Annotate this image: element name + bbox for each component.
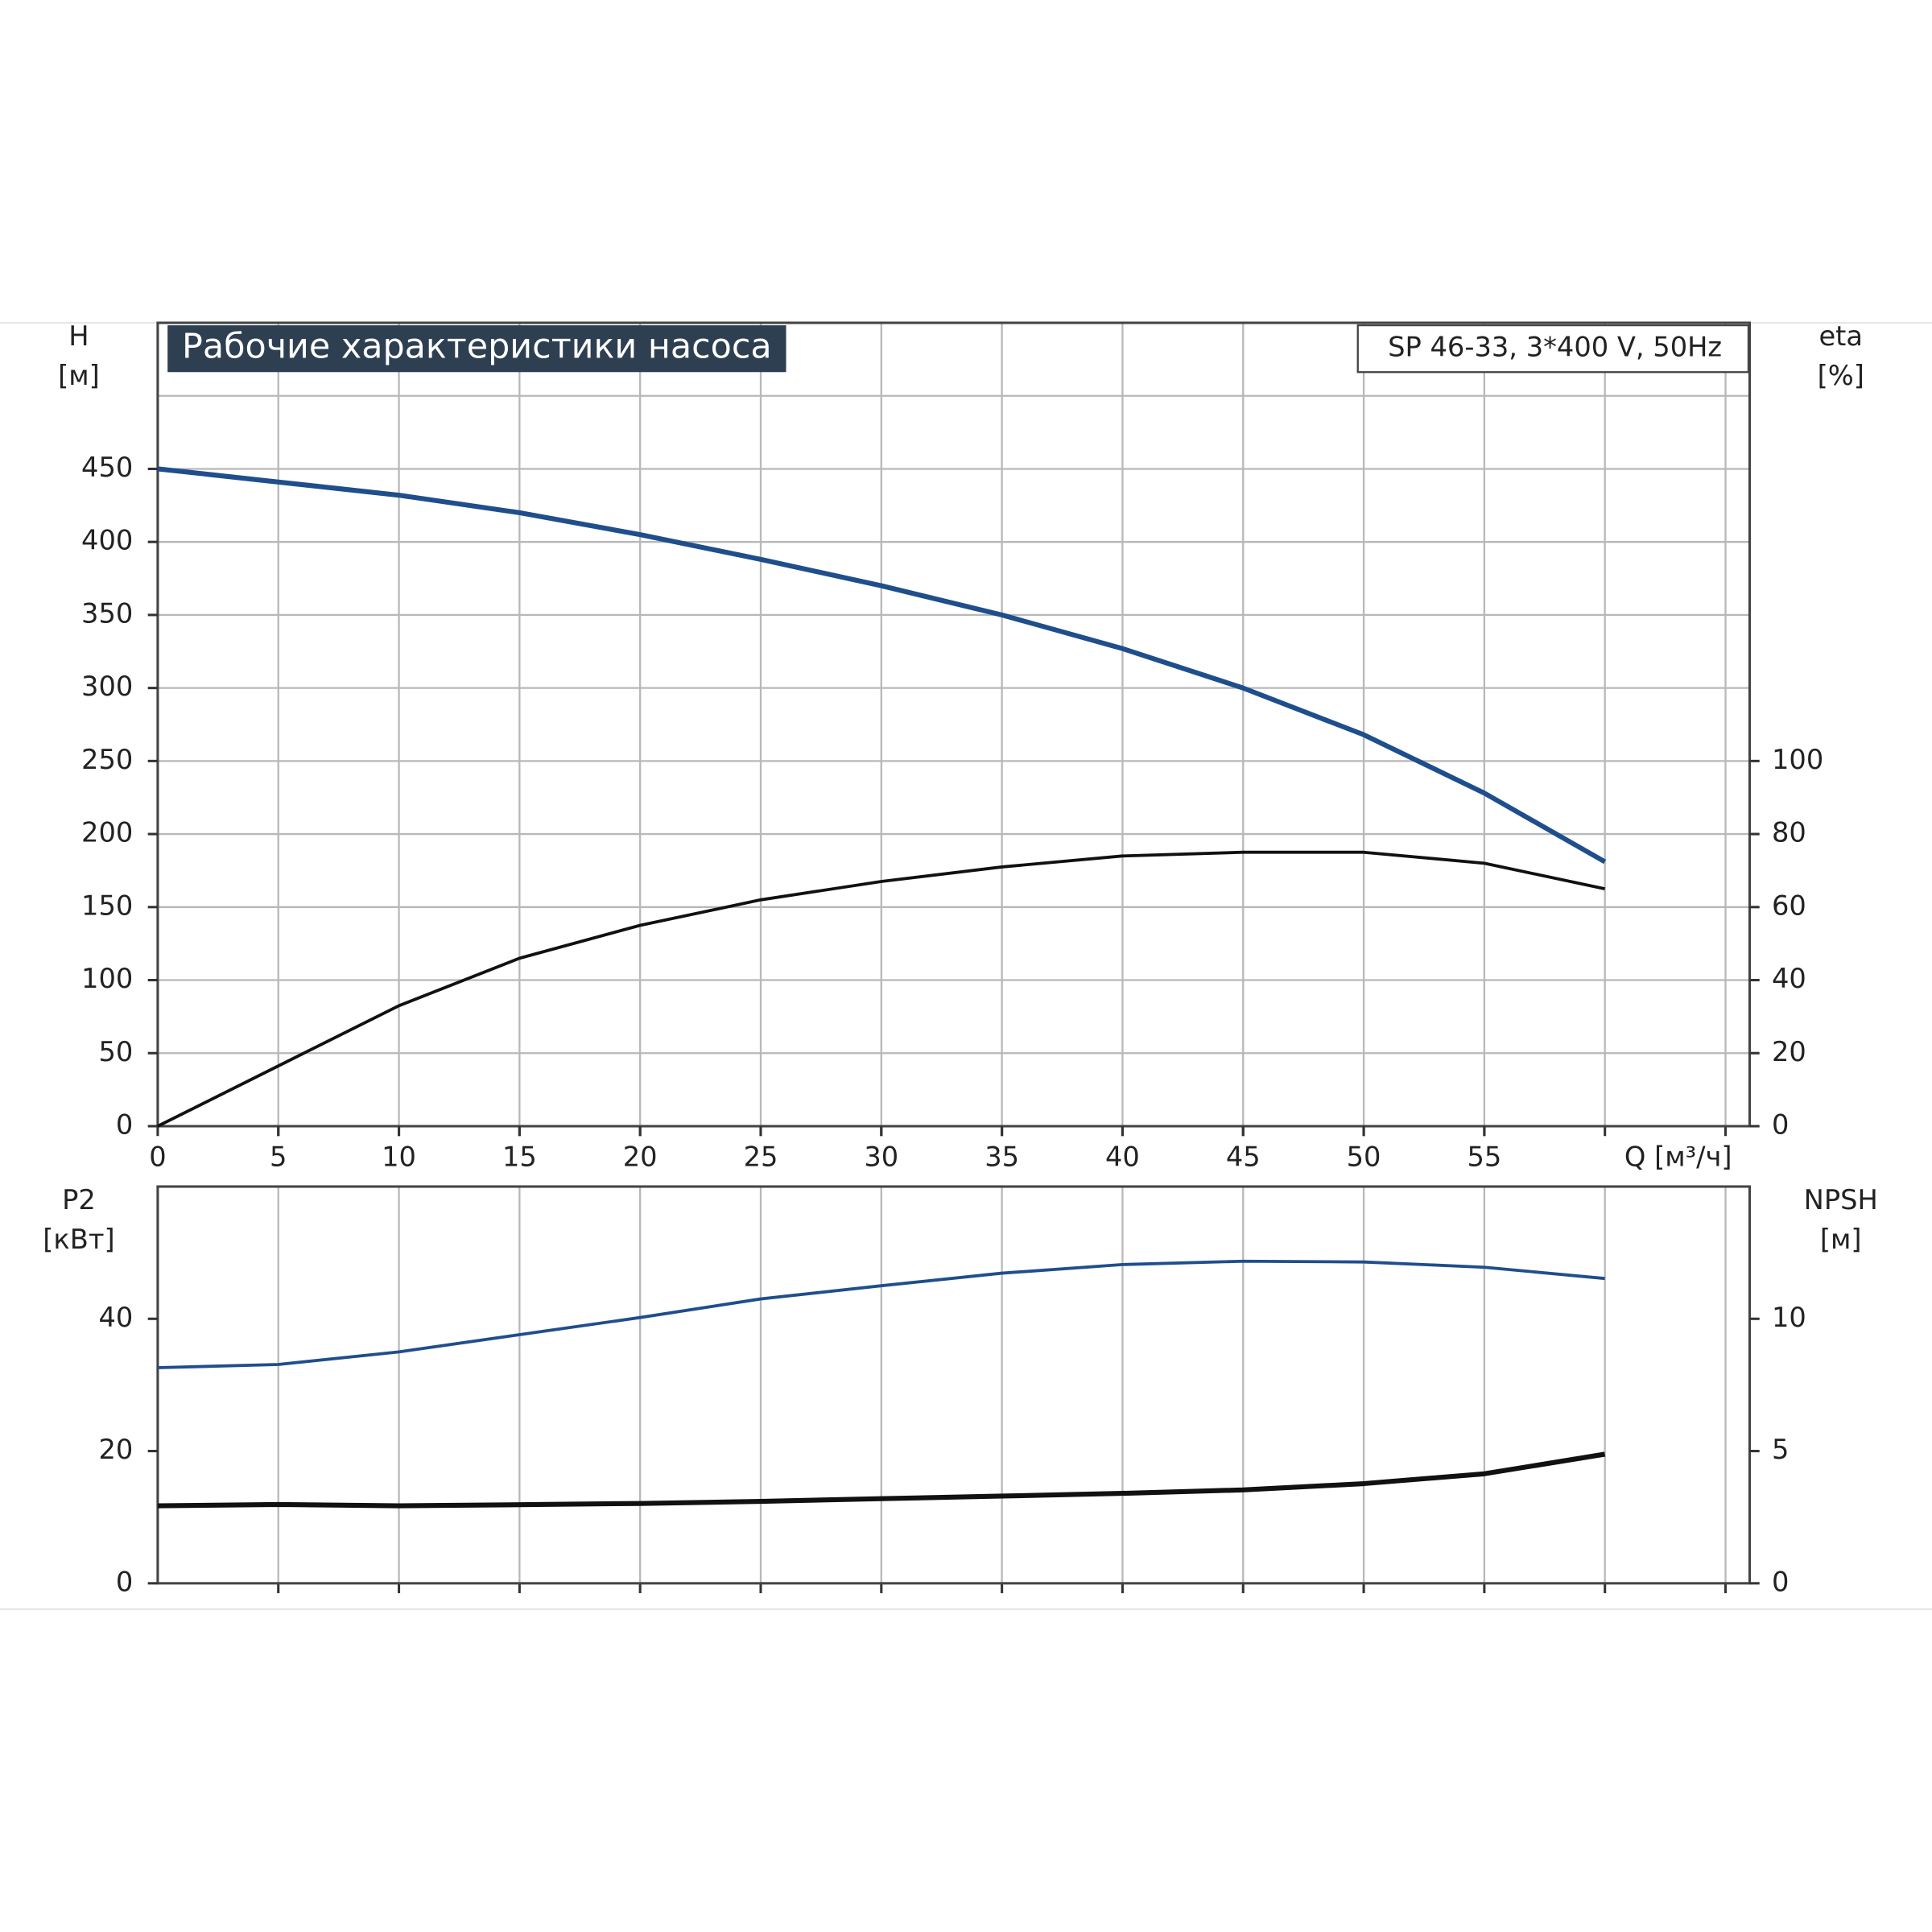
y2-tick-label: 60 xyxy=(1772,890,1806,921)
y-tick-label: 0 xyxy=(116,1108,133,1140)
annotation-box xyxy=(1356,324,1750,374)
y-axis-label: P2 xyxy=(62,1184,96,1216)
x-tick-label: 35 xyxy=(985,1141,1019,1172)
x-tick-label: 20 xyxy=(623,1141,658,1172)
y-axis-label: [кВт] xyxy=(43,1224,114,1255)
title-box xyxy=(167,325,786,373)
y-tick-label: 100 xyxy=(81,963,133,994)
y2-tick-label: 5 xyxy=(1772,1434,1789,1465)
y2-tick-label: 20 xyxy=(1772,1036,1806,1067)
x-tick-label: 25 xyxy=(744,1141,778,1172)
y2-tick-label: 40 xyxy=(1772,963,1806,994)
series-line xyxy=(157,1259,1605,1369)
x-tick-label: 45 xyxy=(1226,1141,1261,1172)
y2-axis-label: NPSH xyxy=(1804,1184,1878,1216)
annotation: SP 46-33, 3*400 V, 50Hz xyxy=(1388,332,1722,363)
y2-tick-label: 100 xyxy=(1772,744,1823,775)
y2-axis-label: [м] xyxy=(1820,1224,1862,1255)
x-tick-label: 15 xyxy=(502,1141,537,1172)
x-tick-label: 55 xyxy=(1467,1141,1501,1172)
chart-title: Рабочие характеристики насоса xyxy=(182,327,772,367)
x-tick-label: 30 xyxy=(864,1141,898,1172)
series-line xyxy=(157,466,1607,865)
x-tick-label: 10 xyxy=(382,1141,416,1172)
y-tick-label: 50 xyxy=(98,1036,133,1067)
plot-frame xyxy=(156,321,1751,1128)
y-tick-label: 0 xyxy=(116,1566,133,1597)
y-axis-label: [м] xyxy=(58,360,100,391)
y-tick-label: 400 xyxy=(81,525,133,556)
y2-tick-label: 0 xyxy=(1772,1108,1789,1140)
y-tick-label: 200 xyxy=(81,817,133,848)
y2-tick-label: 0 xyxy=(1772,1566,1789,1597)
y2-tick-label: 10 xyxy=(1772,1302,1806,1333)
y-tick-label: 20 xyxy=(98,1434,133,1465)
series-line xyxy=(157,1451,1606,1509)
y2-axis-label: eta xyxy=(1818,320,1863,352)
y-tick-label: 150 xyxy=(81,890,133,921)
x-tick-label: 50 xyxy=(1347,1141,1381,1172)
y-tick-label: 350 xyxy=(81,597,133,629)
y-tick-label: 250 xyxy=(81,744,133,775)
y2-tick-label: 80 xyxy=(1772,817,1806,848)
x-tick-label: 5 xyxy=(270,1141,287,1172)
series-line xyxy=(157,850,1606,1128)
x-tick-label: 0 xyxy=(149,1141,166,1172)
y-tick-label: 450 xyxy=(81,452,133,483)
y-tick-label: 40 xyxy=(98,1302,133,1333)
x-axis-label: Q [м³/ч] xyxy=(1624,1141,1732,1172)
x-tick-label: 40 xyxy=(1105,1141,1140,1172)
y-tick-label: 300 xyxy=(81,671,133,702)
y-axis-label: H xyxy=(68,320,89,352)
y2-axis-label: [%] xyxy=(1818,360,1864,391)
plot-frame xyxy=(156,1185,1751,1585)
